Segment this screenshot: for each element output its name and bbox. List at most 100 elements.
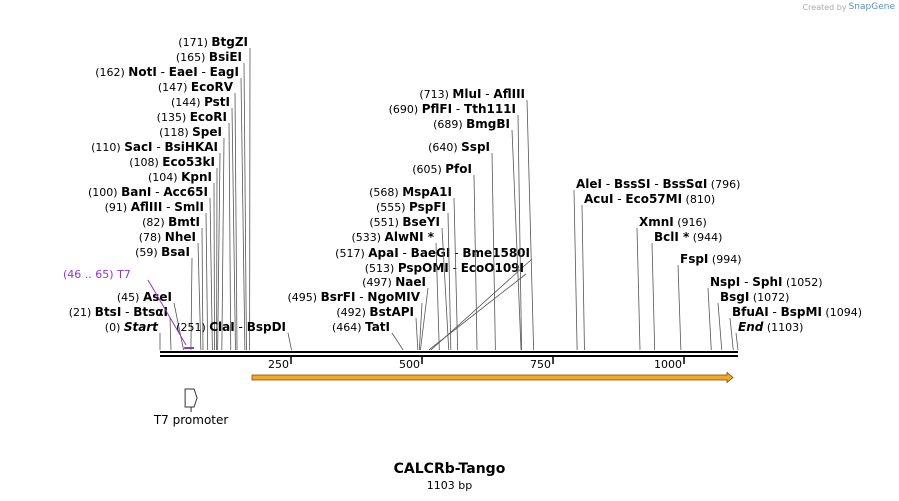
site-label-text: (517) ApaI - BaeGI - Bme1580I <box>335 246 530 260</box>
enzyme-name: BtgZI <box>211 35 248 49</box>
restriction-site[interactable]: BsgI (1072) <box>717 290 789 351</box>
site-label-text: (78) NheI <box>139 230 196 244</box>
restriction-site[interactable]: (492) BstAPI <box>336 305 419 351</box>
site-connector <box>221 137 225 351</box>
restriction-site[interactable]: End (1103) <box>735 320 803 351</box>
restriction-site[interactable]: (59) BsaI <box>135 245 193 351</box>
enzyme-name: FspI <box>680 252 708 266</box>
site-position: (171) <box>178 36 211 49</box>
site-position: (1052) <box>782 276 822 289</box>
restriction-site[interactable]: (82) BmtI <box>142 215 204 351</box>
enzyme-name: KpnI <box>181 170 212 184</box>
site-label-text: (533) AlwNI * <box>351 230 434 244</box>
enzyme-name: NspI <box>710 275 740 289</box>
enzyme-name: PstI <box>204 95 230 109</box>
restriction-site[interactable]: (689) BmgBI <box>433 117 522 351</box>
enzyme-name: BspDI <box>247 320 286 334</box>
restriction-site[interactable]: (605) PfoI <box>412 162 478 351</box>
site-connector <box>415 317 419 351</box>
enzyme-name: Start <box>124 320 159 334</box>
site-position: (0) <box>105 321 124 334</box>
site-connector <box>418 302 423 351</box>
enzyme-name: BtsI <box>95 305 122 319</box>
restriction-site[interactable]: (108) Eco53kI <box>129 155 218 351</box>
restriction-site[interactable]: XmnI (916) <box>636 215 707 351</box>
restriction-site[interactable]: BclI * (944) <box>651 230 722 351</box>
site-position: (91) <box>105 201 131 214</box>
site-position: (568) <box>369 186 402 199</box>
enzyme-name: AflIII <box>131 200 163 214</box>
site-position: (517) <box>335 247 368 260</box>
site-label-text: (104) KpnI <box>148 170 212 184</box>
site-label-text: (555) PspFI <box>376 200 446 214</box>
restriction-site[interactable]: (118) SpeI <box>159 125 225 351</box>
site-position: (690) <box>389 103 422 116</box>
site-position: (147) <box>158 81 191 94</box>
feature-t7-promoter[interactable]: T7 promoter <box>153 388 229 427</box>
site-connector <box>169 317 172 351</box>
restriction-site[interactable]: (533) AlwNI * <box>351 230 440 351</box>
enzyme-name: BstAPI <box>369 305 414 319</box>
restriction-site[interactable]: (555) PspFI <box>376 200 452 351</box>
restriction-site[interactable]: (568) MspA1I <box>369 185 459 351</box>
restriction-site[interactable]: AcuI - Eco57MI (810) <box>581 192 715 351</box>
site-position: (78) <box>139 231 165 244</box>
restriction-site[interactable]: (144) PstI <box>171 95 236 351</box>
site-label-text: (147) EcoRV <box>158 80 234 94</box>
site-label-text: (110) SacI - BsiHKAI <box>91 140 218 154</box>
site-position: (551) <box>369 216 402 229</box>
restriction-site[interactable]: NspI - SphI (1052) <box>707 275 823 351</box>
restriction-site[interactable]: (495) BsrFI - NgoMIV <box>288 290 423 351</box>
enzyme-name: SacI <box>124 140 152 154</box>
enzyme-name: BtsαI <box>133 305 168 319</box>
site-position: (497) <box>362 276 395 289</box>
site-label-text: (713) MluI - AflIII <box>419 87 525 101</box>
restriction-site[interactable]: BfuAI - BspMI (1094) <box>729 305 862 351</box>
site-label-text: (568) MspA1I <box>369 185 452 199</box>
site-position: (108) <box>129 156 162 169</box>
restriction-site[interactable]: (517) ApaI - BaeGI - Bme1580I <box>335 246 533 351</box>
restriction-site[interactable]: (110) SacI - BsiHKAI <box>91 140 221 351</box>
restriction-site[interactable]: (21) BtsI - BtsαI <box>69 305 172 351</box>
site-position: (916) <box>674 216 707 229</box>
site-connector <box>228 122 232 351</box>
primer-name: T7 <box>116 268 131 281</box>
restriction-site[interactable]: (78) NheI <box>139 230 202 351</box>
enzyme-name: NgoMIV <box>367 290 420 304</box>
enzyme-name: BsiHKAI <box>165 140 219 154</box>
site-position: (104) <box>148 171 181 184</box>
restriction-site[interactable]: (551) BseYI <box>369 215 450 351</box>
restriction-site[interactable]: (464) TatI <box>332 320 404 351</box>
site-label-text: (690) PflFI - Tth111I <box>389 102 516 116</box>
primer-t7[interactable]: (46 .. 65) T7 <box>63 268 195 349</box>
enzyme-name: BaeGI <box>411 246 451 260</box>
enzyme-name: Bme1580I <box>462 246 530 260</box>
restriction-site[interactable]: FspI (994) <box>677 252 741 351</box>
restriction-site[interactable]: (497) NaeI <box>362 275 429 351</box>
restriction-site[interactable]: (171) BtgZI <box>178 35 251 351</box>
restriction-site[interactable]: (100) BanI - Acc65I <box>88 185 213 351</box>
restriction-site[interactable]: (147) EcoRV <box>158 80 238 351</box>
site-label-text: (495) BsrFI - NgoMIV <box>288 290 421 304</box>
enzyme-name: PspOMI <box>398 261 449 275</box>
restriction-site[interactable]: (690) PflFI - Tth111I <box>389 102 522 351</box>
restriction-site[interactable]: (251) ClaI - BspDI <box>176 320 292 351</box>
restriction-site[interactable]: (640) SspI <box>428 140 496 351</box>
restriction-site[interactable]: (513) PspOMI - EcoO109I <box>365 261 527 351</box>
restriction-site[interactable]: (104) KpnI <box>148 170 215 351</box>
enzyme-name: SspI <box>461 140 490 154</box>
feature-orf[interactable] <box>251 371 734 384</box>
restriction-site[interactable]: (713) MluI - AflIII <box>419 87 535 351</box>
site-label-text: (135) EcoRI <box>157 110 227 124</box>
restriction-site[interactable]: (135) EcoRI <box>157 110 232 351</box>
site-label-text: AleI - BssSI - BssSαI (796) <box>576 177 740 191</box>
restriction-site[interactable]: (0) Start <box>105 320 161 350</box>
site-connector <box>453 197 459 351</box>
site-position: (464) <box>332 321 365 334</box>
site-position: (165) <box>176 51 209 64</box>
restriction-site[interactable]: (165) BsiEI <box>176 50 247 351</box>
site-connector <box>517 114 522 351</box>
restriction-site[interactable]: (91) AflIII - SmlI <box>105 200 209 351</box>
restriction-site[interactable]: (162) NotI - EaeI - EagI <box>95 65 246 351</box>
restriction-site[interactable]: AleI - BssSI - BssSαI (796) <box>573 177 740 351</box>
